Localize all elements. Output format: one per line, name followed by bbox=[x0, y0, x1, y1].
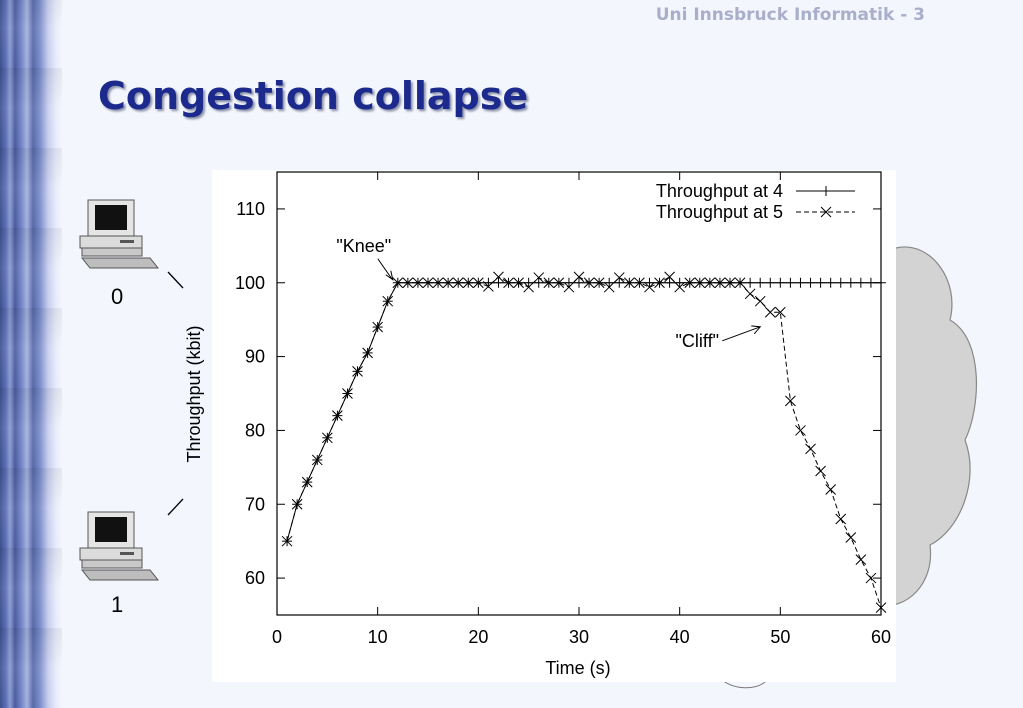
y-tick-label: 70 bbox=[245, 494, 265, 514]
annotation-arrowhead bbox=[385, 270, 394, 281]
y-tick-label: 60 bbox=[245, 568, 265, 588]
data-point-x bbox=[774, 306, 786, 318]
data-point-x bbox=[472, 277, 484, 289]
series-line-1 bbox=[286, 276, 882, 608]
data-point-x bbox=[301, 476, 313, 488]
data-point-x bbox=[764, 306, 776, 318]
data-point-x bbox=[342, 388, 353, 399]
data-point-x bbox=[734, 277, 746, 289]
data-point-x bbox=[493, 271, 504, 283]
data-point-x bbox=[820, 206, 832, 218]
data-point-x bbox=[795, 425, 806, 436]
y-tick-label: 110 bbox=[236, 199, 265, 219]
y-tick-label: 100 bbox=[235, 273, 265, 293]
data-point-x bbox=[563, 281, 575, 293]
data-point-x bbox=[855, 554, 867, 565]
x-tick-label: 10 bbox=[368, 627, 388, 647]
host-label-0: 0 bbox=[111, 284, 124, 309]
x-tick-label: 60 bbox=[871, 627, 891, 647]
data-point-x bbox=[714, 277, 726, 289]
data-point-x bbox=[634, 277, 645, 289]
data-point-x bbox=[311, 454, 323, 466]
x-tick-label: 20 bbox=[468, 627, 488, 647]
decorative-sidebar bbox=[0, 0, 62, 708]
data-point-x bbox=[362, 347, 373, 359]
x-tick-label: 50 bbox=[770, 627, 790, 647]
data-point-x bbox=[754, 295, 766, 307]
data-point-x bbox=[785, 395, 796, 407]
data-point-x bbox=[513, 277, 524, 289]
y-tick-label: 80 bbox=[245, 420, 265, 440]
data-point-x bbox=[805, 443, 816, 455]
data-point-x bbox=[613, 272, 625, 283]
data-point-x bbox=[372, 321, 384, 333]
data-point-x bbox=[382, 295, 394, 307]
y-axis-label: Throughput (kbit) bbox=[184, 325, 204, 462]
data-point-x bbox=[835, 513, 847, 525]
data-point-x bbox=[573, 271, 585, 283]
data-point-x bbox=[402, 277, 414, 289]
data-point-x bbox=[442, 277, 454, 289]
network-cloud bbox=[879, 246, 978, 607]
data-point-x bbox=[815, 465, 826, 477]
series-line-0 bbox=[286, 282, 881, 542]
annotation-arrowhead bbox=[751, 325, 762, 335]
data-point-x bbox=[452, 277, 464, 289]
data-point-x bbox=[432, 277, 444, 289]
data-point-x bbox=[392, 277, 404, 289]
annotation-arrow bbox=[722, 326, 761, 342]
data-point-x bbox=[281, 535, 293, 547]
annotation-knee: "Knee" bbox=[336, 236, 391, 256]
x-tick-label: 0 bbox=[272, 627, 282, 647]
data-point-x bbox=[694, 277, 706, 289]
data-point-x bbox=[412, 277, 424, 289]
data-point-x bbox=[321, 432, 333, 444]
data-point-x bbox=[674, 281, 686, 293]
y-tick-label: 90 bbox=[245, 347, 265, 367]
data-point-x bbox=[623, 277, 635, 289]
x-tick-label: 40 bbox=[670, 627, 690, 647]
data-point-x bbox=[875, 602, 887, 613]
data-point-x bbox=[865, 572, 877, 584]
slide-title: Congestion collapse bbox=[98, 74, 529, 118]
data-point-x bbox=[744, 288, 756, 300]
data-point-x bbox=[825, 484, 837, 495]
data-point-x bbox=[422, 277, 434, 289]
host-label-1: 1 bbox=[111, 592, 124, 617]
computer-icon bbox=[79, 199, 160, 269]
x-axis-label: Time (s) bbox=[545, 658, 610, 678]
legend-label: Throughput at 5 bbox=[656, 202, 783, 222]
data-point-x bbox=[553, 277, 565, 289]
data-point-x bbox=[684, 277, 696, 289]
data-point-x bbox=[332, 410, 343, 422]
data-point-x bbox=[462, 277, 474, 289]
computer-icon bbox=[79, 511, 160, 581]
data-point-x bbox=[543, 277, 555, 289]
data-point-x bbox=[644, 281, 655, 293]
data-point-x bbox=[583, 277, 595, 289]
data-point-x bbox=[291, 498, 303, 510]
data-point-x bbox=[523, 281, 535, 293]
annotation-cliff: "Cliff" bbox=[676, 331, 719, 351]
data-point-x bbox=[503, 277, 514, 289]
legend-label: Throughput at 4 bbox=[656, 181, 783, 201]
data-point-x bbox=[704, 277, 716, 289]
data-point-x bbox=[664, 271, 675, 283]
data-point-x bbox=[533, 272, 545, 283]
data-point-x bbox=[654, 277, 665, 289]
data-point-x bbox=[352, 365, 363, 377]
x-tick-label: 30 bbox=[569, 627, 589, 647]
slide-header: Uni Innsbruck Informatik - 3 bbox=[655, 5, 925, 25]
data-point-x bbox=[603, 281, 615, 293]
data-point-x bbox=[593, 277, 605, 289]
data-point-x bbox=[483, 281, 494, 292]
data-point-x bbox=[724, 277, 736, 289]
data-point-x bbox=[845, 532, 857, 543]
annotation-arrow bbox=[377, 258, 393, 280]
chart-panel bbox=[212, 170, 896, 682]
